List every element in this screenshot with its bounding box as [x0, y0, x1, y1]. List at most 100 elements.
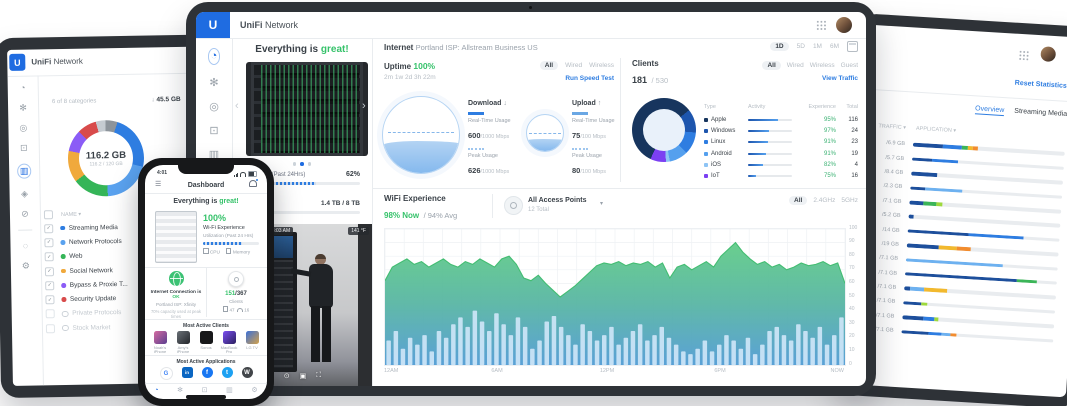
devices-icon[interactable]: ◎ [19, 122, 28, 133]
row-checkbox[interactable]: ✓ [45, 281, 55, 291]
clients-filter-guest[interactable]: Guest [840, 62, 858, 69]
row-checkbox[interactable]: ✓ [44, 266, 55, 276]
active-client[interactable]: MacBook Pro [219, 331, 239, 355]
clients-icon[interactable]: ⊡ [201, 387, 208, 394]
home-indicator[interactable] [186, 395, 226, 399]
internet-status-card[interactable]: Internet Connection is OK Portland ISP: … [147, 271, 205, 320]
carousel-next-icon[interactable]: › [362, 100, 366, 112]
security-icon[interactable]: ⊘ [21, 208, 29, 219]
range-5d[interactable]: 5D [796, 43, 805, 50]
row-checkbox[interactable]: ✓ [44, 238, 54, 248]
settings-icon[interactable]: ⚙ [251, 387, 258, 394]
active-client[interactable]: Amy's iPhone [173, 331, 193, 355]
column-name[interactable]: NAME ▾ [60, 211, 82, 218]
notifications-bell-icon[interactable] [249, 179, 258, 187]
dashboard-icon[interactable]: ◔ [207, 48, 221, 65]
notifications-icon[interactable]: ◌ [22, 240, 29, 251]
bar-segment [901, 329, 929, 335]
carousel-dots[interactable] [232, 162, 372, 166]
traffic-donut-chart[interactable]: 116.2 GB 116.2 / 120 GB [67, 119, 145, 197]
carousel-dot[interactable] [300, 162, 304, 166]
statistics-icon[interactable]: ▥ [208, 149, 220, 161]
camera-zoom-icon[interactable]: ⊙ [283, 373, 290, 380]
band-all[interactable]: All [789, 196, 808, 205]
carousel-prev-icon[interactable]: ‹ [235, 100, 239, 112]
bottom-nav: ◔ ✻ ⊡ ▥ ⚙ [145, 386, 267, 395]
internet-filter-wired[interactable]: Wired [565, 62, 583, 69]
calendar-icon[interactable] [847, 41, 858, 52]
clients-donut-chart[interactable] [632, 98, 696, 162]
active-client[interactable]: Sonos [196, 331, 216, 355]
user-avatar[interactable] [836, 17, 852, 33]
band-2.4ghz[interactable]: 2.4GHz [813, 197, 836, 204]
topology-icon[interactable]: ✻ [209, 77, 219, 89]
clients-card[interactable]: 151/367 Clients 47 16 [207, 271, 265, 313]
row-checkbox[interactable]: ✓ [45, 295, 55, 305]
bar-segment [921, 302, 928, 306]
google-app-icon[interactable]: G [159, 367, 173, 380]
active-client[interactable]: Noah's iPhone [150, 331, 170, 355]
twitter-app-icon[interactable]: t [221, 367, 233, 378]
apps-grid-icon[interactable] [1018, 49, 1029, 61]
apps-grid-icon[interactable] [816, 20, 826, 30]
bar-segment [923, 316, 935, 321]
row-checkbox[interactable]: ✓ [44, 223, 54, 233]
reset-statistics-link[interactable]: Reset Statistics [1014, 79, 1067, 90]
clients-filter-all[interactable]: All [762, 61, 781, 70]
select-all-checkbox[interactable] [43, 210, 54, 220]
menu-icon[interactable]: ☰ [155, 181, 162, 188]
clients-table-row[interactable]: IoT 75% 16 [704, 170, 858, 181]
devices-icon[interactable]: ◎ [209, 101, 219, 113]
experience-value: 97% [823, 127, 836, 134]
row-checkbox[interactable] [45, 309, 55, 319]
clients-filter-wired[interactable]: Wired [786, 62, 804, 69]
chevron-down-icon[interactable]: ▾ [600, 201, 604, 207]
range-6m[interactable]: 6M [829, 43, 839, 50]
row-checkbox[interactable]: ✓ [44, 252, 54, 262]
settings-icon[interactable]: ⚙ [21, 260, 30, 271]
range-1d[interactable]: 1D [770, 42, 789, 51]
client-type: Windows [704, 128, 748, 134]
row-checkbox[interactable] [45, 323, 56, 334]
clients-table-row[interactable]: Android 91% 19 [704, 148, 858, 159]
map-icon[interactable]: ◈ [21, 188, 29, 199]
most-active-clients: Noah's iPhone Amy's iPhone Sonos MacBook Pr… [150, 331, 262, 355]
camera-controls[interactable]: ⊙ ▣ ⛶ [233, 372, 372, 380]
user-avatar[interactable] [1040, 46, 1057, 63]
facebook-app-icon[interactable]: f [201, 367, 213, 378]
carousel-dot[interactable] [292, 162, 297, 166]
run-speed-test-link[interactable]: Run Speed Test [565, 75, 614, 82]
column-application[interactable]: APPLICATION ▾ [915, 125, 957, 135]
wifi-experience-label: Wi-Fi Experience [203, 225, 245, 231]
clients-icon[interactable]: ⊡ [209, 125, 219, 137]
statistics-icon[interactable]: ▥ [16, 163, 32, 179]
dashboard-icon[interactable]: ◔ [154, 386, 159, 394]
active-client[interactable]: LG TV [242, 331, 262, 355]
statistics-icon[interactable]: ▥ [226, 387, 233, 394]
range-1m[interactable]: 1M [812, 43, 822, 50]
topology-icon[interactable]: ✻ [177, 387, 184, 394]
bar-segment [903, 301, 922, 306]
clients-icon[interactable]: ⊡ [19, 142, 28, 153]
clients-table-row[interactable]: Apple 95% 116 [704, 114, 858, 125]
camera-snapshot-icon[interactable]: ▣ [299, 373, 307, 380]
ap-selector[interactable]: All Access Points [528, 197, 587, 204]
wordpress-app-icon[interactable]: W [241, 367, 253, 378]
dashboard-icon[interactable]: ◔ [19, 82, 26, 93]
clients-table-row[interactable]: Windows 97% 24 [704, 125, 858, 136]
linkedin-app-icon[interactable]: in [181, 367, 193, 378]
band-5ghz[interactable]: 5GHz [841, 197, 858, 204]
topology-icon[interactable]: ✻ [19, 102, 27, 113]
tab-streaming-media[interactable]: Streaming Media [1014, 107, 1067, 118]
internet-filter-all[interactable]: All [539, 61, 559, 70]
internet-filter-wireless[interactable]: Wireless [589, 62, 614, 69]
clients-filter-wireless[interactable]: Wireless [809, 62, 835, 69]
clients-table-row[interactable]: Linux 91% 23 [704, 137, 858, 148]
tab-overview[interactable]: Overview [974, 105, 1005, 117]
carousel-dot[interactable] [307, 162, 312, 166]
most-active-apps-title: Most Active Applications [176, 359, 236, 365]
view-traffic-link[interactable]: View Traffic [821, 75, 858, 82]
camera-fullscreen-icon[interactable]: ⛶ [316, 372, 322, 379]
wifi-experience-chart[interactable] [384, 228, 846, 366]
clients-table-row[interactable]: iOS 82% 4 [704, 159, 858, 170]
